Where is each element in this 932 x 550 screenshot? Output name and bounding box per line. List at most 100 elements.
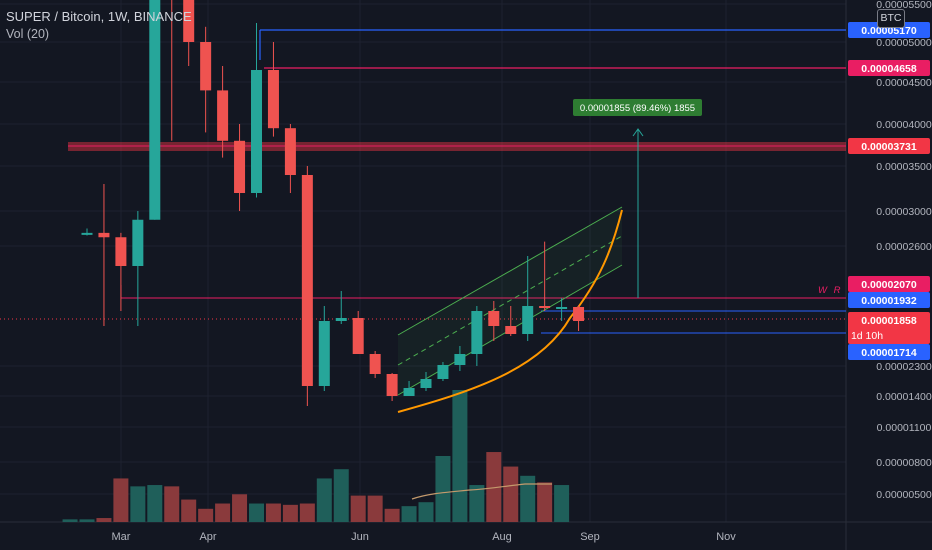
price-tick-label: 0.00004500 [876,77,932,89]
volume-bar [418,502,434,522]
volume-bar [554,485,570,522]
current-price-bg [848,312,930,344]
price-tick-label: 0.00002300 [876,361,932,373]
price-tick-label: 0.00000800 [876,457,932,469]
candle-body [573,307,585,321]
volume-bar [503,466,519,522]
currency-badge[interactable]: BTC [877,9,905,28]
candle-body [386,374,398,396]
price-label-0.00001932-bg [848,292,930,308]
price-tick-label: 0.00002600 [876,241,932,253]
price-label-0.00002070: 0.00002070 [861,279,917,291]
time-tick-label: Apr [199,531,216,543]
volume-indicator-label: Vol (20) [6,27,50,41]
price-tick-label: 0.00001400 [876,391,932,403]
volume-bar [79,519,95,522]
volume-bar [130,486,146,522]
volume-bar [282,504,298,522]
candle-body [318,321,330,386]
candle-body [488,311,500,326]
volume-bar [384,508,400,522]
candle-body [556,307,568,309]
volume-bar [232,494,248,522]
candle-body [267,70,279,129]
volume-bar [249,503,264,522]
price-tick-label: 0.00005000 [876,37,932,49]
candle-body [352,318,364,354]
volume-bar [350,495,366,522]
volume-bar [96,518,112,522]
volume-bar [401,506,417,522]
volume-bar [316,478,332,522]
volume-bar [299,503,315,522]
volume-bar [198,508,214,522]
volume-bar [215,503,231,522]
price-label-0.00005170-bg [848,22,930,38]
time-tick-label: Mar [112,531,131,543]
price-label-0.00002070-bg [848,276,930,292]
parabolic-curve [397,209,623,413]
price-label-0.00003731-bg [848,138,930,154]
volume-bar [333,469,349,522]
candle-body [284,128,296,175]
measure-label-box [573,99,702,116]
time-tick-label: Nov [716,531,736,543]
volume-bar [486,452,502,522]
price-label-0.00003731: 0.00003731 [861,141,917,153]
candle-body [505,326,517,334]
time-tick-label: Jun [351,531,369,543]
volume-ma-line [411,483,552,500]
candle-body [234,140,246,193]
candle-body [522,306,534,334]
candle-body [251,70,262,193]
candle-body [132,219,144,266]
price-tick-label: 0.00003000 [876,206,932,218]
volume-bar [367,495,383,522]
candle-body [115,237,127,266]
candle-body [539,306,551,308]
candle-body [471,311,483,354]
channel-upper [397,206,623,336]
price-tick-label: 0.00000200 [876,0,932,3]
volume-bar [469,485,485,522]
price-label-0.00001714-bg [848,344,930,360]
volume-bar [147,485,163,522]
channel-mid [397,235,623,366]
candle-body [335,318,347,321]
candle-body [301,175,313,386]
candle-body [200,42,212,91]
candle-body [217,90,229,141]
volume-bar [164,486,180,522]
volume-bar [113,478,129,522]
candle-body [437,365,449,379]
volume-bar [537,482,553,522]
price-tick-label: 0.00001100 [877,422,932,434]
candle-body [149,0,161,220]
time-tick-label: Sep [580,531,600,543]
annotation-wr: W R [818,285,842,296]
price-tick-label: 0.00005500 [876,0,932,11]
symbol-title: SUPER / Bitcoin, 1W, BINANCE [6,9,192,24]
candle-body [454,354,466,365]
candle-body [369,354,381,374]
candle-body [183,0,195,43]
measure-label: 0.00001855 (89.46%) 1855 [580,103,695,114]
volume-bar [181,499,197,522]
price-tick-label: 0.00004000 [876,119,932,131]
candle-body [403,388,415,396]
candle-body [81,232,93,235]
price-tick-label: 0.00000500 [876,489,932,501]
time-tick-label: Aug [492,531,512,543]
candle-body [420,379,432,388]
current-price-label: 0.00001858 [861,315,917,327]
volume-bar [265,503,281,522]
volume-bar [520,475,536,522]
candle-body [98,232,110,238]
price-label-0.00001714: 0.00001714 [861,347,917,359]
countdown-label: 1d 10h [851,330,883,342]
price-tick-label: 0.00003500 [876,161,932,173]
price-label-0.00004658: 0.00004658 [861,63,917,75]
price-label-0.00005170: 0.00005170 [861,25,917,37]
volume-bar [62,519,78,522]
